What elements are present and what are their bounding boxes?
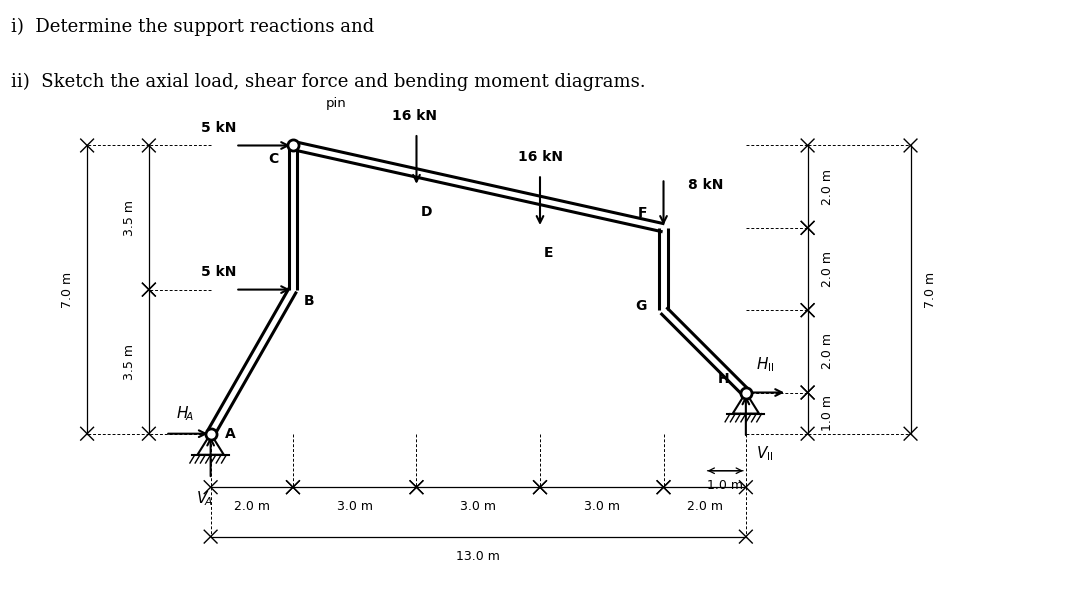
Text: B: B [303,294,314,308]
Text: 2.0 m: 2.0 m [821,168,834,205]
Text: 7.0 m: 7.0 m [923,272,936,308]
Text: pin: pin [326,97,347,111]
Text: F: F [637,206,647,219]
Text: i)  Determine the support reactions and: i) Determine the support reactions and [11,18,374,36]
Text: 3.0 m: 3.0 m [584,500,620,513]
Text: A: A [225,427,235,441]
Text: H: H [718,372,729,386]
Text: 2.0 m: 2.0 m [821,251,834,287]
Text: 16 kN: 16 kN [517,150,563,164]
Text: 3.5 m: 3.5 m [123,199,136,235]
Text: C: C [268,151,279,165]
Text: $V_{\rm II}$: $V_{\rm II}$ [756,444,773,463]
Text: 2.0 m: 2.0 m [687,500,723,513]
Text: 7.0 m: 7.0 m [60,272,73,308]
Text: 5 kN: 5 kN [201,121,237,135]
Text: 3.0 m: 3.0 m [337,500,373,513]
Text: 5 kN: 5 kN [201,265,237,279]
Text: 13.0 m: 13.0 m [457,550,500,563]
Text: ii)  Sketch the axial load, shear force and bending moment diagrams.: ii) Sketch the axial load, shear force a… [11,73,646,91]
Text: 2.0 m: 2.0 m [821,333,834,369]
Text: 8 kN: 8 kN [688,178,724,192]
Text: 1.0 m: 1.0 m [821,395,834,431]
Text: 2.0 m: 2.0 m [233,500,270,513]
Text: 16 kN: 16 kN [392,109,437,123]
Text: G: G [636,299,647,313]
Text: 3.0 m: 3.0 m [460,500,496,513]
Text: $H_{\!A}$: $H_{\!A}$ [176,405,194,423]
Text: $V_{\!A}$: $V_{\!A}$ [195,489,213,508]
Text: D: D [420,205,432,219]
Text: 3.5 m: 3.5 m [123,344,136,379]
Text: 1.0 m: 1.0 m [707,479,743,492]
Text: $H_{\rm II}$: $H_{\rm II}$ [756,355,774,374]
Text: E: E [544,246,554,260]
